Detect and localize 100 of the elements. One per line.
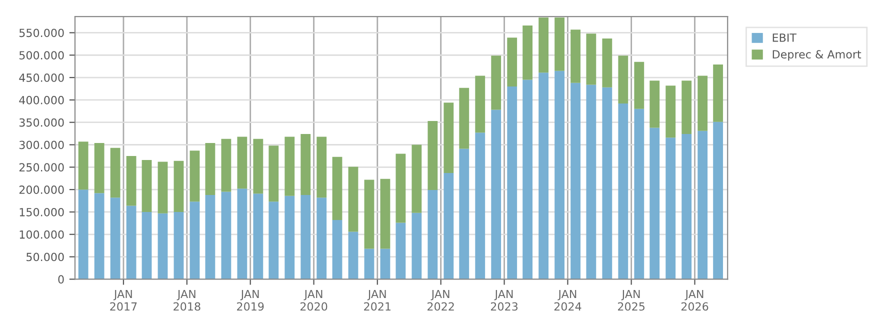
y-tick-label: 100.000 (20, 230, 64, 239)
bar (94, 142, 104, 194)
bar (253, 194, 264, 280)
bar (380, 178, 390, 249)
bar (713, 64, 723, 122)
bar (554, 17, 564, 71)
bar (491, 110, 502, 280)
bar (602, 87, 612, 280)
y-tick-label: 0 (58, 275, 64, 284)
bar (459, 88, 470, 149)
bar (158, 162, 168, 214)
bar (190, 202, 200, 280)
bar (205, 142, 216, 195)
bar (78, 190, 88, 280)
bar (507, 86, 518, 280)
x-tick-label: JAN 2019 (237, 290, 264, 311)
bar (618, 56, 628, 104)
x-tick-label: JAN 2023 (490, 290, 518, 311)
x-tick-label: JAN 2020 (300, 290, 328, 311)
bar (396, 222, 406, 280)
bar (300, 134, 311, 195)
bar (586, 34, 596, 85)
bar (666, 138, 676, 280)
bar (284, 196, 295, 280)
bar (348, 232, 358, 280)
bar (554, 70, 564, 280)
y-tick-label: 150.000 (20, 208, 64, 216)
bar (284, 136, 295, 196)
bar (396, 154, 406, 223)
bar (190, 150, 200, 202)
x-tick-label: JAN 2017 (110, 290, 137, 311)
bar (491, 56, 502, 110)
bar (268, 202, 279, 280)
bar (126, 156, 136, 206)
bar (158, 213, 168, 280)
bar (570, 30, 580, 83)
x-tick-label: JAN 2024 (554, 290, 582, 311)
bar (174, 160, 184, 212)
y-tick-label: 450.000 (19, 74, 64, 82)
bar (507, 38, 518, 86)
bar (316, 136, 327, 198)
bar (348, 166, 358, 232)
bar (142, 160, 152, 212)
y-tick-label: 550.000 (19, 28, 64, 38)
x-tick-label: JAN 2025 (618, 290, 644, 311)
bar (332, 220, 342, 280)
bar (174, 212, 184, 280)
bar (538, 17, 549, 73)
bar (237, 188, 248, 280)
bar (221, 138, 232, 192)
x-tick-label: JAN 2022 (428, 290, 454, 311)
bar (522, 80, 533, 280)
bar (110, 198, 120, 280)
y-tick-label: 50.000 (26, 252, 64, 262)
bar (94, 193, 104, 280)
bar (428, 190, 438, 280)
bar (602, 38, 612, 88)
bar (538, 72, 549, 280)
bar (682, 80, 692, 134)
legend-label: Deprec & Amort (772, 50, 862, 61)
bar (205, 194, 216, 280)
bar (634, 62, 644, 109)
x-tick-label: JAN 2018 (174, 290, 200, 311)
bar (586, 84, 596, 280)
bar (332, 156, 342, 220)
bar (221, 192, 232, 280)
bar (444, 172, 454, 280)
y-tick-label: 300.000 (19, 140, 64, 150)
bar (316, 198, 327, 280)
bar (698, 130, 708, 280)
bar (412, 212, 422, 280)
bar (428, 121, 438, 190)
bar (300, 194, 311, 280)
bar (650, 128, 660, 280)
y-tick-label: 200.000 (19, 186, 64, 194)
bar (364, 180, 374, 249)
bar (618, 104, 628, 280)
bar (522, 26, 533, 80)
bar (126, 206, 136, 280)
bar (412, 144, 422, 213)
bar (444, 102, 454, 173)
bar (666, 86, 676, 138)
bar (364, 248, 374, 280)
bar (380, 248, 390, 280)
y-tick-label: 250.000 (19, 163, 64, 172)
y-tick-label: 350.000 (19, 118, 64, 127)
bar (682, 134, 692, 280)
bar (78, 142, 88, 190)
y-tick-label: 400.000 (19, 96, 64, 104)
bar (475, 76, 486, 133)
bar (475, 132, 486, 280)
bar (110, 148, 120, 198)
bar (713, 122, 723, 280)
bar (650, 80, 660, 128)
bar (142, 212, 152, 280)
bar (268, 146, 279, 202)
legend-label: EBIT (772, 34, 797, 42)
x-tick-label: JAN 2021 (364, 290, 391, 311)
bar (634, 108, 644, 280)
bar (698, 76, 708, 131)
